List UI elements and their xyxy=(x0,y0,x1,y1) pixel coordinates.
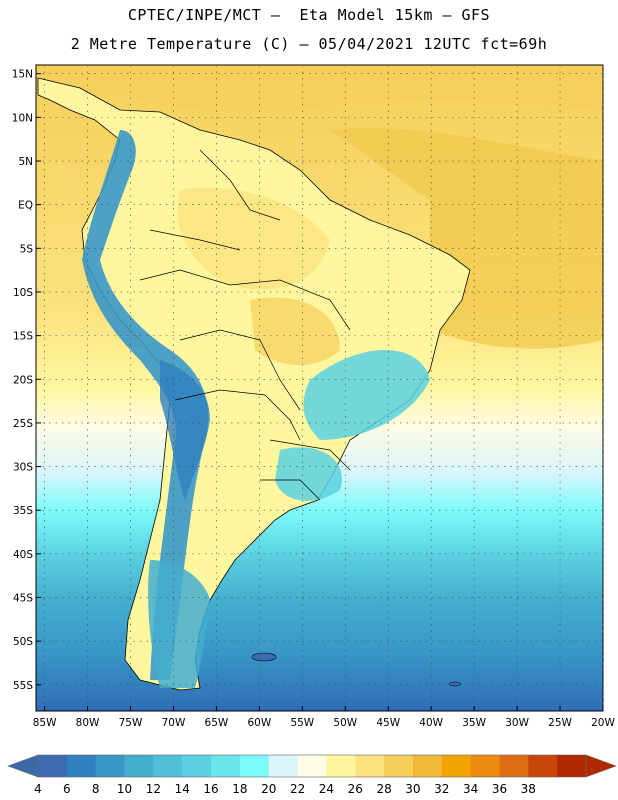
lat-tick-label: 5S xyxy=(20,243,34,255)
colorbar-swatch xyxy=(66,755,97,777)
colorbar-swatch xyxy=(441,755,472,777)
latitude-axis: 15N 10N 5N EQ 5S 10S 15S 20S 25S 30S 35S 40S 45S 50S 5… xyxy=(12,69,41,692)
colorbar-label: 20 xyxy=(261,782,276,796)
lat-tick-label: 10S xyxy=(13,287,33,299)
colorbar-swatch xyxy=(297,755,327,777)
colorbar-label: 14 xyxy=(175,782,190,796)
lon-tick-label: 25W xyxy=(548,717,572,729)
colorbar xyxy=(7,754,617,778)
lat-tick-label: 50S xyxy=(13,636,33,648)
lat-tick-label: 20S xyxy=(13,374,33,386)
amazon-warm-region xyxy=(177,187,330,290)
southeast-cool-region xyxy=(303,350,430,440)
lat-tick-label: 25S xyxy=(13,418,33,430)
lat-tick-label: 40S xyxy=(13,549,33,561)
colorbar-swatch xyxy=(95,755,126,777)
lat-tick-label: EQ xyxy=(18,200,33,212)
colorbar-label: 24 xyxy=(319,782,334,796)
temperature-field xyxy=(36,65,603,711)
colorbar-swatch xyxy=(384,755,414,777)
colorbar-swatch xyxy=(470,755,500,777)
colorbar-swatch xyxy=(182,755,212,777)
colorbar-swatch xyxy=(355,755,385,777)
colorbar-swatch xyxy=(38,755,68,777)
country-borders xyxy=(139,149,351,501)
lon-tick-label: 75W xyxy=(119,717,143,729)
central-warm-region xyxy=(250,297,340,365)
longitude-axis: 85W 80W 75W 70W 65W 60W 55W 50W 45W 40W 35W 30W 25W 2… xyxy=(33,706,615,729)
lat-tick-label: 5N xyxy=(18,156,33,168)
south-georgia-island xyxy=(448,681,462,687)
colorbar-labels: 4 6 8 10 12 14 16 18 20 22 24 26 28 30 32 34 36 38 xyxy=(34,782,536,796)
colorbar-label: 26 xyxy=(348,782,363,796)
colorbar-low-arrow xyxy=(7,754,39,778)
colorbar-label: 38 xyxy=(521,782,536,796)
colorbar-label: 12 xyxy=(146,782,161,796)
atlantic-warm-band xyxy=(330,127,603,349)
colorbar-swatch xyxy=(153,755,183,777)
lon-tick-label: 30W xyxy=(505,717,529,729)
colorbar-label: 10 xyxy=(117,782,132,796)
lat-tick-label: 15N xyxy=(12,69,33,81)
andes-cold-spine xyxy=(82,130,209,680)
lon-tick-label: 20W xyxy=(591,717,615,729)
colorbar-label: 4 xyxy=(34,782,42,796)
colorbar-label: 18 xyxy=(232,782,247,796)
colorbar-label: 32 xyxy=(434,782,449,796)
lon-tick-label: 45W xyxy=(376,717,400,729)
colorbar-swatch xyxy=(268,755,299,777)
lat-tick-label: 45S xyxy=(13,593,33,605)
colorbar-label: 34 xyxy=(463,782,478,796)
caribbean-warm-region xyxy=(36,65,603,113)
colorbar-label: 6 xyxy=(63,782,71,796)
lon-tick-label: 80W xyxy=(76,717,100,729)
colorbar-swatch xyxy=(326,755,356,777)
falkland-islands xyxy=(251,652,277,662)
lon-tick-label: 40W xyxy=(419,717,443,729)
lat-tick-label: 55S xyxy=(13,680,33,692)
colorbar-swatch xyxy=(528,755,558,777)
lon-tick-label: 50W xyxy=(333,717,357,729)
lat-tick-label: 15S xyxy=(13,331,33,343)
colorbar-swatch xyxy=(412,755,443,777)
colorbar-high-arrow xyxy=(585,754,617,778)
lon-tick-label: 65W xyxy=(205,717,229,729)
colorbar-swatch xyxy=(211,755,241,777)
patagonia-cool-region xyxy=(148,560,210,688)
title-line-1: CPTEC/INPE/MCT – Eta Model 15km – GFS xyxy=(127,6,491,24)
lat-tick-label: 30S xyxy=(13,462,33,474)
title-line-2: 2 Metre Temperature (C) – 05/04/2021 12U… xyxy=(70,35,548,53)
colorbar-swatch xyxy=(499,755,529,777)
south-brazil-cool-region xyxy=(275,447,342,501)
colorbar-swatch xyxy=(124,755,154,777)
colorbar-label: 36 xyxy=(492,782,507,796)
colorbar-label: 22 xyxy=(290,782,305,796)
map-frame xyxy=(35,64,604,712)
lon-tick-label: 60W xyxy=(247,717,271,729)
colorbar-label: 8 xyxy=(92,782,100,796)
lon-tick-label: 85W xyxy=(33,717,57,729)
lon-tick-label: 55W xyxy=(290,717,314,729)
colorbar-label: 30 xyxy=(405,782,420,796)
colorbar-swatch xyxy=(557,755,587,777)
lon-tick-label: 70W xyxy=(162,717,186,729)
lat-tick-label: 35S xyxy=(13,505,33,517)
colorbar-label: 16 xyxy=(203,782,218,796)
lon-tick-label: 35W xyxy=(462,717,486,729)
colorbar-swatch xyxy=(239,755,270,777)
lat-tick-label: 10N xyxy=(12,112,33,124)
colorbar-label: 28 xyxy=(376,782,391,796)
